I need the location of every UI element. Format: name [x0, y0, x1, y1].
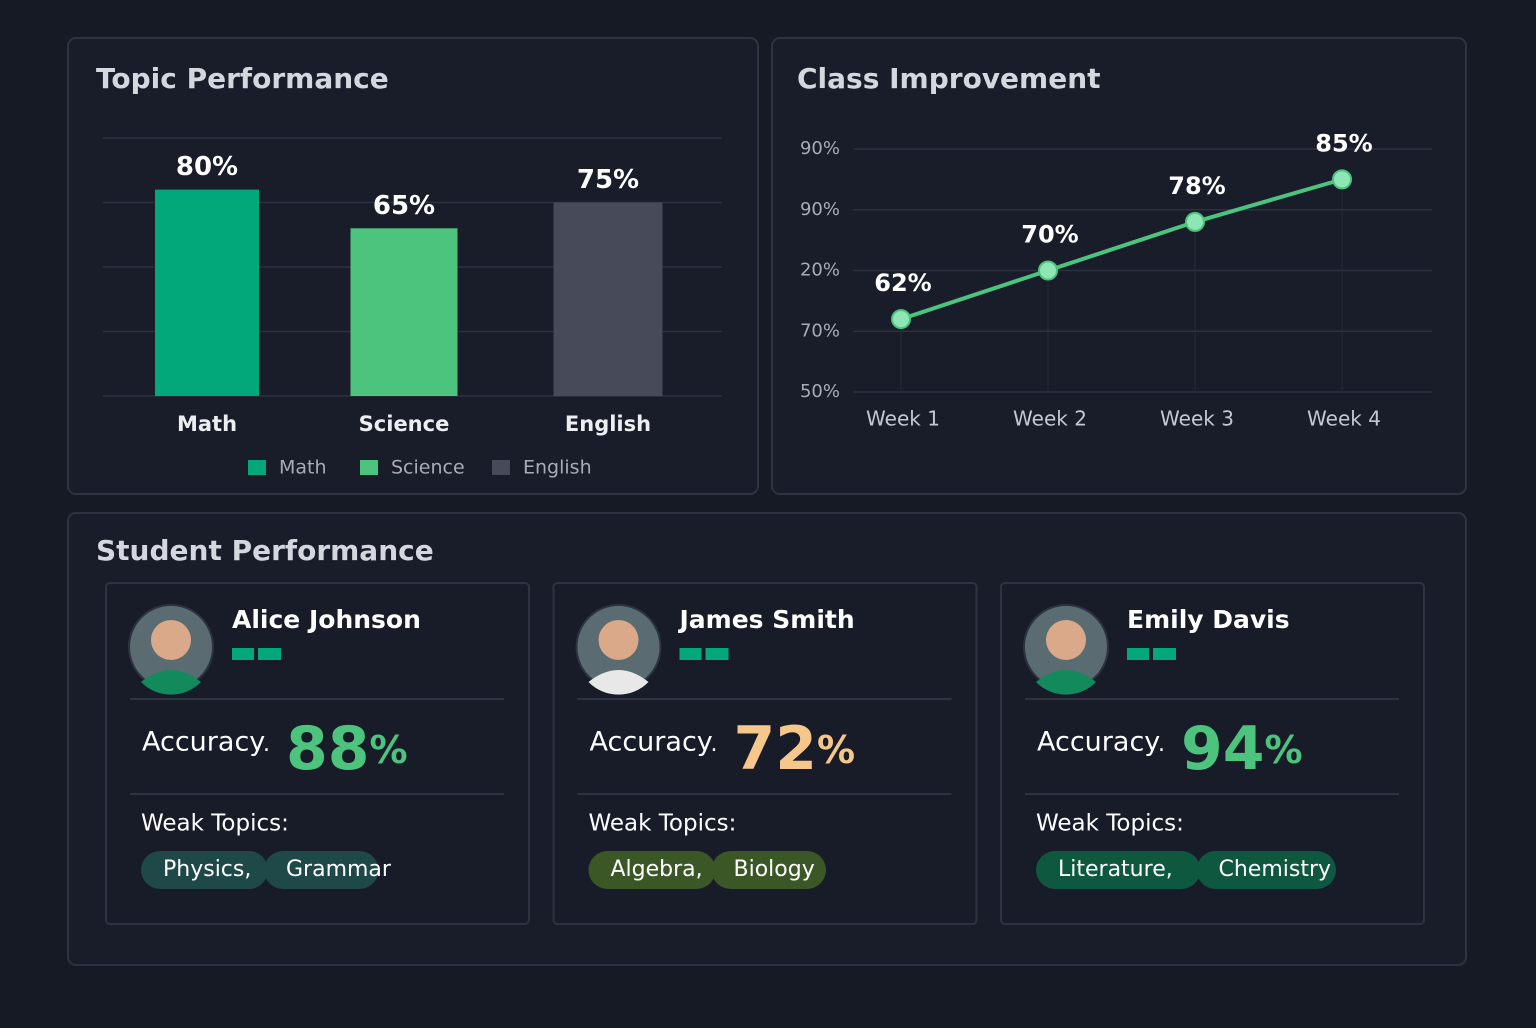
y-tick-label: 70%	[800, 320, 840, 341]
student-name: James Smith	[678, 605, 855, 634]
panel	[771, 37, 1467, 495]
avatar-body	[141, 670, 201, 695]
student-card	[1000, 582, 1425, 925]
topic-chip	[1036, 851, 1201, 889]
topic-chip	[141, 851, 268, 889]
accuracy-label: Accuracy	[1037, 727, 1160, 758]
topic-label: Physics,	[163, 857, 251, 882]
weak-topics-label: Weak Topics:	[141, 811, 289, 837]
bar	[155, 189, 259, 396]
avatar-face	[1046, 620, 1086, 660]
value-label: 75%	[577, 165, 639, 195]
y-tick-label: 20%	[800, 260, 840, 281]
legend-label: English	[523, 457, 592, 479]
badge	[1127, 648, 1149, 660]
accuracy-label: Accuracy	[142, 727, 265, 758]
topic-label: Biology	[734, 857, 815, 882]
badge	[679, 648, 702, 660]
line	[900, 177, 1343, 321]
topic-chip	[588, 851, 716, 889]
topic-label: Algebra,	[611, 857, 703, 882]
separator: .	[263, 732, 270, 757]
badge	[705, 648, 729, 660]
value-label: 78%	[1168, 172, 1225, 200]
accuracy-number: 88	[286, 714, 370, 784]
panel-title: Topic Performance	[96, 62, 389, 95]
panel-title: Class Improvement	[797, 62, 1101, 95]
student-name: Alice Johnson	[232, 605, 421, 634]
avatar-body	[1036, 670, 1096, 695]
accuracy-unit: %	[370, 728, 408, 772]
weak-topics-label: Weak Topics:	[589, 811, 737, 837]
badge	[232, 648, 254, 660]
accuracy-unit: %	[817, 728, 855, 772]
value-label: 65%	[373, 191, 435, 221]
bar	[553, 202, 663, 396]
value-label: 70%	[1021, 221, 1078, 249]
x-tick-label: English	[565, 412, 651, 436]
student-card	[105, 582, 530, 925]
y-tick-label: 90%	[800, 199, 840, 220]
topic-label: Literature,	[1058, 857, 1173, 882]
point	[1185, 211, 1205, 232]
topic-label: Chemistry	[1219, 857, 1332, 882]
legend-label: Math	[279, 457, 327, 479]
badge	[258, 648, 281, 660]
legend-swatch	[248, 460, 266, 475]
point	[891, 309, 911, 330]
legend-label: Science	[391, 457, 465, 479]
x-tick-label: Week 1	[866, 407, 940, 431]
topic-chip	[711, 851, 826, 889]
y-tick-label: 90%	[800, 138, 840, 159]
value-label: 62%	[874, 269, 931, 297]
accuracy-number: 72	[734, 714, 818, 784]
x-tick-label: Math	[177, 412, 237, 436]
x-tick-label: Week 2	[1013, 407, 1087, 431]
point	[1038, 260, 1058, 281]
accuracy-number: 94	[1181, 714, 1265, 784]
accuracy-value: 72%	[734, 714, 856, 784]
topic-label: Grammar	[286, 857, 392, 882]
point	[1332, 169, 1352, 190]
weak-topics-label: Weak Topics:	[1036, 811, 1184, 837]
badge	[1153, 648, 1176, 660]
x-tick-label: Week 3	[1160, 407, 1234, 431]
avatar-face	[598, 620, 639, 660]
panel-title: Student Performance	[96, 534, 434, 567]
avatar-body	[588, 670, 649, 695]
accuracy-value: 88%	[286, 714, 408, 784]
student-card	[552, 582, 978, 925]
legend-swatch	[360, 460, 378, 475]
y-tick-label: 50%	[800, 381, 840, 402]
x-tick-label: Science	[359, 412, 450, 436]
separator: .	[711, 732, 718, 757]
bar	[350, 228, 458, 396]
legend-swatch	[492, 460, 510, 475]
topic-chip	[1196, 851, 1336, 889]
avatar-face	[151, 620, 191, 660]
accuracy-unit: %	[1265, 728, 1303, 772]
value-label: 80%	[176, 152, 238, 182]
x-tick-label: Week 4	[1307, 407, 1381, 431]
accuracy-value: 94%	[1181, 714, 1303, 784]
separator: .	[1158, 732, 1165, 757]
student-name: Emily Davis	[1127, 605, 1290, 634]
value-label: 85%	[1315, 129, 1372, 157]
topic-chip	[264, 851, 379, 889]
accuracy-label: Accuracy	[590, 727, 713, 758]
